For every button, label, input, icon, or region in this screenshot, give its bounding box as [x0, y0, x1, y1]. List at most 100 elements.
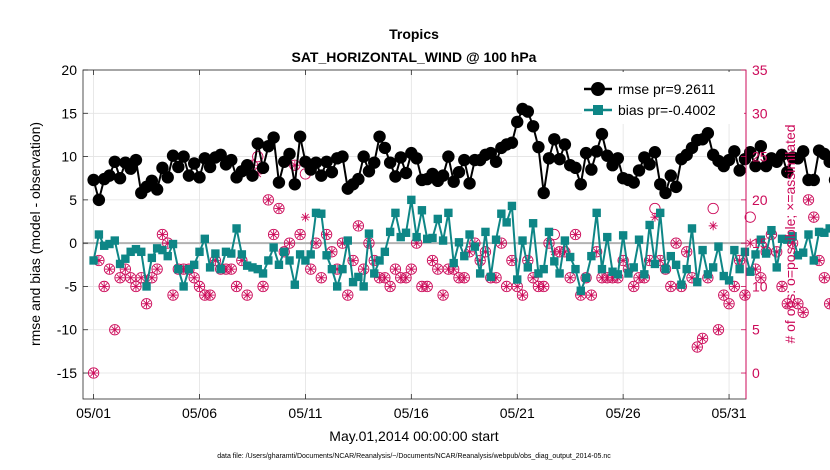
rmse-marker: [458, 153, 471, 167]
rmse-marker: [214, 148, 227, 162]
bias-marker: [576, 286, 585, 295]
rmse-marker: [193, 171, 206, 184]
obs-assimilated-marker: [692, 342, 702, 352]
obs-assimilated-marker: [740, 290, 750, 300]
bias-marker: [253, 264, 262, 274]
bias-marker: [322, 251, 331, 260]
legend-box: [582, 72, 744, 124]
y2-tick-label: 25: [752, 149, 768, 165]
bias-marker: [152, 244, 162, 253]
obs-assimilated-marker: [142, 299, 152, 309]
bias-marker: [618, 231, 628, 240]
bias-marker: [401, 228, 411, 237]
bias-marker: [195, 247, 204, 257]
bias-marker: [798, 248, 808, 257]
x-tick-label: 05/16: [394, 405, 429, 421]
legend-bias-label: bias pr=-0.4002: [618, 102, 716, 118]
bias-marker: [502, 218, 511, 227]
bias-marker: [174, 264, 183, 274]
bias-marker: [94, 230, 104, 239]
obs-possible-marker: [617, 254, 629, 267]
obs-possible-marker: [771, 246, 783, 258]
obs-possible-marker: [808, 211, 820, 223]
rmse-marker: [452, 165, 466, 179]
y2-axis-label: # of obs: o=possible; ×=assimilated: [782, 124, 798, 343]
bias-marker: [703, 270, 713, 279]
bias-marker: [391, 208, 400, 218]
rmse-marker: [648, 146, 662, 159]
obs-possible-marker: [384, 280, 396, 293]
bias-marker: [295, 250, 305, 259]
obs-assimilated-marker: [422, 281, 432, 291]
rmse-marker: [521, 105, 535, 118]
bias-marker: [698, 245, 707, 255]
bias-marker: [348, 277, 358, 287]
obs-assimilated-marker: [803, 195, 813, 205]
obs-possible-marker: [728, 280, 740, 293]
rmse-marker: [272, 176, 286, 189]
obs-possible-marker: [347, 254, 359, 267]
rmse-marker: [129, 153, 143, 167]
x-tick-label: 05/01: [76, 405, 111, 421]
bias-marker: [809, 256, 818, 265]
bias-marker: [444, 208, 453, 218]
chart-subtitle: SAT_HORIZONTAL_WIND @ 100 hPa: [292, 49, 537, 65]
obs-assimilated-marker: [205, 290, 215, 300]
obs-assimilated-marker: [316, 273, 326, 283]
bias-marker: [216, 264, 225, 274]
rmse-marker: [436, 169, 450, 182]
rmse-marker: [569, 161, 582, 175]
rmse-marker: [172, 160, 185, 174]
bias-marker: [677, 280, 686, 289]
rmse-marker: [161, 171, 174, 184]
rmse-marker: [632, 164, 646, 177]
legend: rmse pr=9.2611 bias pr=-0.4002: [582, 72, 744, 124]
rmse-marker: [590, 145, 603, 158]
legend-rmse-label: rmse pr=9.2611: [618, 81, 716, 97]
obs-assimilated-marker: [666, 281, 676, 291]
bias-marker: [142, 282, 151, 291]
x-tick-label: 05/21: [500, 405, 535, 421]
bias-marker: [534, 269, 543, 278]
bias-marker: [634, 235, 644, 244]
obs-assimilated-marker: [698, 333, 708, 343]
rmse-marker: [548, 133, 561, 146]
rmse-marker: [442, 150, 455, 163]
obs-possible-marker: [193, 280, 206, 293]
bias-marker: [433, 214, 443, 224]
obs-assimilated-marker: [390, 264, 400, 274]
obs-possible-marker: [802, 194, 815, 206]
obs-assimilated-marker: [258, 281, 268, 291]
obs-possible-marker: [273, 202, 285, 215]
bias-marker: [539, 264, 548, 274]
rmse-marker: [664, 169, 678, 182]
rmse-marker: [203, 160, 217, 174]
x-tick-label: 05/11: [288, 405, 322, 421]
bias-marker: [671, 260, 681, 270]
rmse-marker: [489, 155, 503, 168]
bias-marker: [666, 251, 676, 261]
legend-rmse-marker: [591, 82, 605, 96]
obs-possible-marker: [670, 237, 682, 249]
bias-marker: [205, 263, 215, 272]
bias-marker: [412, 232, 421, 242]
obs-assimilated-marker: [809, 212, 819, 222]
obs-assimilated-marker: [115, 273, 125, 283]
rmse-marker: [511, 115, 524, 129]
obs-assimilated-marker: [745, 238, 755, 248]
bias-marker: [179, 282, 188, 291]
bias-marker: [629, 263, 638, 272]
obs-assimilated-marker: [539, 281, 549, 291]
rmse-marker: [627, 176, 640, 189]
rmse-marker: [315, 169, 328, 182]
y-tick-label: -15: [57, 365, 77, 381]
obs-assimilated-marker: [168, 290, 178, 300]
bias-marker: [592, 208, 601, 218]
obs-possible-marker: [230, 280, 243, 293]
obs-possible-marker: [119, 263, 132, 275]
obs-assimilated-marker: [263, 195, 273, 205]
rmse-marker: [542, 152, 556, 165]
rmse-marker: [807, 173, 820, 187]
obs-assimilated-marker: [798, 307, 808, 317]
